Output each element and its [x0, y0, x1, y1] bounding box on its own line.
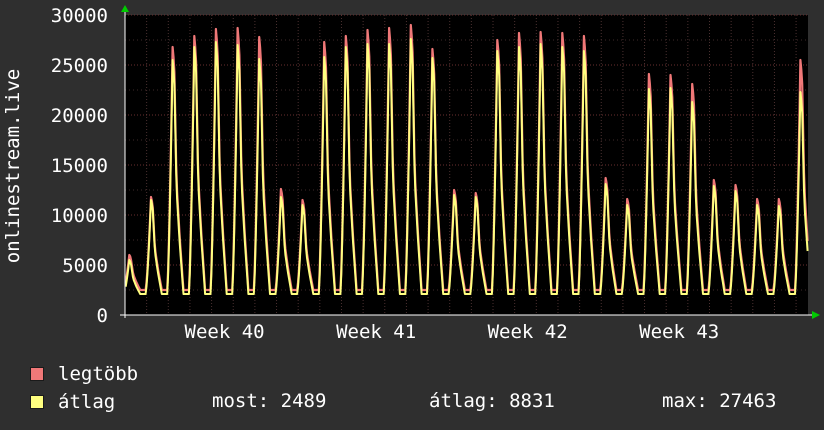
x-tick-labels: Week 40 Week 41 Week 42 Week 43 [185, 321, 720, 343]
legend-swatch-max [30, 367, 44, 381]
x-tick-label: Week 40 [185, 321, 265, 343]
y-tick-labels: 0 5000 10000 15000 20000 25000 30000 [51, 5, 108, 327]
y-tick-label: 30000 [51, 5, 108, 27]
x-tick-label: Week 43 [639, 321, 719, 343]
y-tick-label: 25000 [51, 55, 108, 77]
y-tick-label: 15000 [51, 155, 108, 177]
y-tick-label: 20000 [51, 105, 108, 127]
y-tick-label: 10000 [51, 205, 108, 227]
stat-maximum: max: 27463 [662, 390, 777, 412]
x-tick-label: Week 41 [336, 321, 416, 343]
series-group [124, 23, 809, 295]
legend-item-max: legtöbb [30, 363, 138, 385]
y-axis-arrow [121, 5, 129, 12]
legend-label-avg: átlag [58, 391, 116, 413]
x-tick-label: Week 42 [488, 321, 568, 343]
stat-current: most: 2489 [212, 390, 327, 412]
y-axis-label: onlinestream.live [2, 69, 24, 263]
y-tick-label: 5000 [62, 255, 108, 277]
legend-item-avg: átlag [30, 391, 115, 413]
stat-average: átlag: 8831 [429, 390, 555, 412]
legend-swatch-avg [30, 395, 44, 409]
legend-label-max: legtöbb [58, 363, 139, 385]
series-line-avg [124, 38, 809, 295]
y-tick-label: 0 [97, 305, 108, 327]
x-axis-arrow [812, 311, 820, 319]
